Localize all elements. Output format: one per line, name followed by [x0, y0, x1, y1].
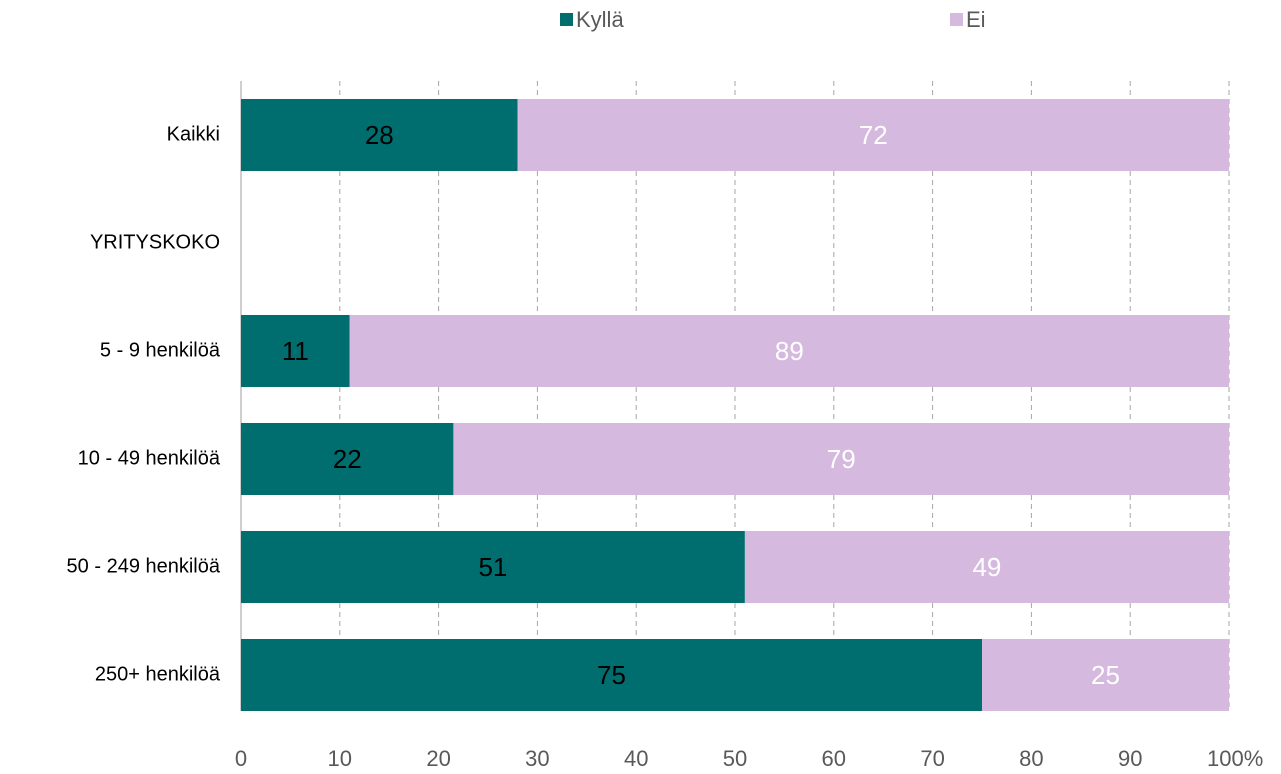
data-label: 75 — [597, 660, 626, 690]
legend-swatch — [950, 13, 963, 26]
bar-segment — [517, 99, 1229, 171]
bar-segment — [241, 99, 518, 171]
bar-segment — [349, 315, 1229, 387]
y-tick-label: 250+ henkilöä — [95, 663, 221, 685]
legend-label: Ei — [966, 7, 986, 32]
data-label: 49 — [972, 552, 1001, 582]
x-tick-label: 0 — [235, 746, 247, 771]
bar-segment — [982, 639, 1229, 711]
x-tick-label: 30 — [525, 746, 549, 771]
data-label: 28 — [365, 120, 394, 150]
data-label: 22 — [333, 444, 362, 474]
x-tick-label: 100% — [1207, 746, 1263, 771]
data-label: 79 — [827, 444, 856, 474]
x-tick-label: 10 — [328, 746, 352, 771]
x-tick-label: 90 — [1118, 746, 1142, 771]
bar-segment — [241, 423, 454, 495]
y-tick-label: 5 - 9 henkilöä — [100, 339, 221, 361]
legend-label: Kyllä — [576, 7, 624, 32]
x-tick-label: 60 — [822, 746, 846, 771]
x-tick-label: 40 — [624, 746, 648, 771]
x-tick-label: 70 — [920, 746, 944, 771]
x-tick-label: 80 — [1019, 746, 1043, 771]
bar-segment — [241, 639, 982, 711]
y-tick-label: 10 - 49 henkilöä — [78, 447, 221, 469]
bar-segment — [453, 423, 1229, 495]
bar-segment — [241, 531, 745, 603]
y-tick-label: 50 - 249 henkilöä — [67, 555, 221, 577]
legend-swatch — [560, 13, 573, 26]
data-label: 11 — [282, 336, 309, 366]
y-tick-label: Kaikki — [167, 123, 220, 145]
data-label: 51 — [478, 552, 507, 582]
data-label: 25 — [1091, 660, 1120, 690]
bar-segment — [744, 531, 1229, 603]
data-label: 72 — [859, 120, 888, 150]
x-tick-label: 50 — [723, 746, 747, 771]
bar-segment — [241, 315, 350, 387]
data-label: 89 — [775, 336, 804, 366]
y-tick-label: YRITYSKOKO — [90, 231, 220, 253]
x-tick-label: 20 — [426, 746, 450, 771]
